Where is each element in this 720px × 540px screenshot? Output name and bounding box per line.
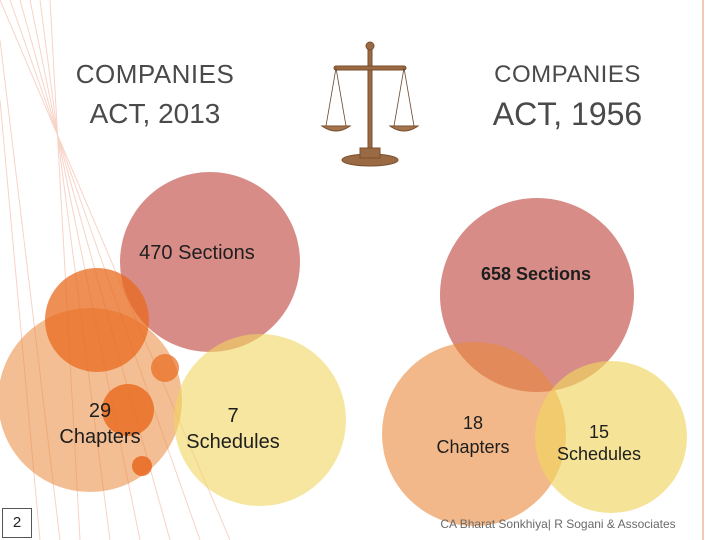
- left-schedules-word: Schedules: [186, 431, 280, 453]
- right-schedules-word: Schedules: [556, 444, 642, 464]
- right-title-line1: COMPANIES: [494, 61, 641, 88]
- left-chapters-label: 29 Chapters: [40, 398, 160, 450]
- right-chapters-number: 18: [462, 413, 484, 433]
- right-schedules-label: 15 Schedules: [536, 421, 662, 465]
- left-schedules-label: 7 Schedules: [168, 403, 298, 455]
- left-schedules-number: 7: [227, 405, 239, 427]
- right-chapters-circle: [382, 342, 566, 526]
- left-orange-bubble-mid: [102, 384, 154, 436]
- left-orange-bubble-large: [45, 268, 149, 372]
- left-title-line1: COMPANIES: [75, 59, 235, 89]
- right-chapters-label: 18 Chapters: [418, 411, 528, 459]
- right-schedules-circle: [535, 361, 687, 513]
- decorative-right-line: [702, 0, 704, 540]
- footer-credit: CA Bharat Sonkhiya| R Sogani & Associate…: [440, 517, 676, 531]
- left-title-line2: ACT, 2013: [89, 98, 221, 129]
- left-orange-bubble-small: [151, 354, 179, 382]
- left-schedules-circle: [174, 334, 346, 506]
- left-chapters-word: Chapters: [59, 426, 141, 448]
- right-title-line2: ACT, 1956: [492, 96, 643, 132]
- left-sections-circle: [120, 172, 300, 352]
- right-title: COMPANIES ACT, 1956: [460, 58, 675, 136]
- left-chapters-number: 29: [88, 400, 112, 422]
- right-schedules-number: 15: [588, 422, 610, 442]
- left-chapters-circle: [0, 308, 182, 492]
- left-sections-label: 470 Sections: [139, 242, 255, 264]
- left-title: COMPANIES ACT, 2013: [40, 56, 270, 136]
- right-chapters-word: Chapters: [436, 437, 510, 457]
- right-sections-label: 658 Sections: [480, 264, 592, 284]
- slide-number: 2: [2, 508, 32, 538]
- left-orange-bubble-tiny: [132, 456, 152, 476]
- scales-of-justice-icon: [320, 41, 420, 167]
